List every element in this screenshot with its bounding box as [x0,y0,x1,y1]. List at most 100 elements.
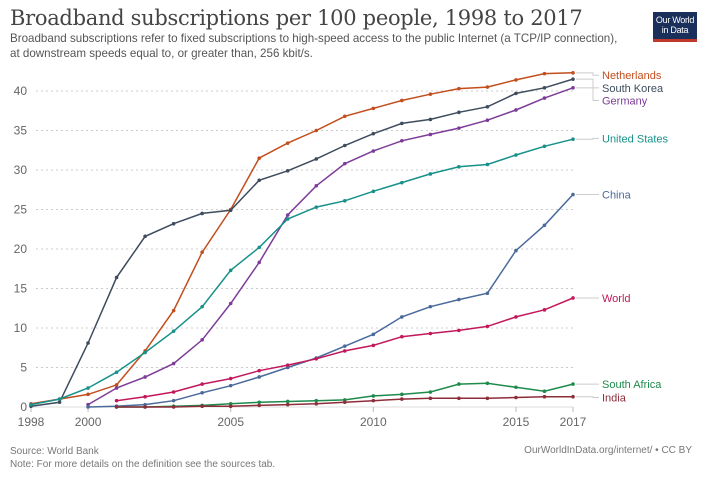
data-point-united-states[interactable] [171,329,176,333]
data-point-south-korea[interactable] [86,341,90,345]
data-point-germany[interactable] [143,375,147,379]
series-line-china[interactable] [88,193,574,408]
data-point-united-states[interactable] [143,350,147,355]
data-point-south-korea[interactable] [314,157,319,161]
data-point-south-africa[interactable] [371,394,376,398]
data-point-united-states[interactable] [57,397,62,401]
data-point-south-africa[interactable] [400,392,404,397]
data-point-south-korea[interactable] [57,400,62,405]
data-point-netherlands[interactable] [86,392,90,397]
data-point-united-states[interactable] [86,386,90,390]
data-point-india[interactable] [200,404,204,409]
data-point-india[interactable] [371,398,376,403]
series-line-netherlands[interactable] [30,72,574,405]
data-point-china[interactable] [542,223,547,228]
data-point-united-states[interactable] [285,217,290,221]
data-point-germany[interactable] [371,149,376,153]
data-point-netherlands[interactable] [171,308,176,313]
data-point-united-states[interactable] [314,205,319,209]
data-point-united-states[interactable] [485,162,490,167]
data-point-china[interactable] [400,315,404,319]
data-point-south-korea[interactable] [228,208,233,213]
data-point-germany[interactable] [257,260,262,265]
data-point-india[interactable] [485,396,490,401]
series-label-world[interactable]: World [602,293,631,305]
data-point-world[interactable] [542,308,547,312]
data-point-china[interactable] [86,405,90,409]
data-point-world[interactable] [200,382,204,386]
data-point-china[interactable] [571,192,575,197]
data-point-south-korea[interactable] [428,117,433,122]
data-point-south-korea[interactable] [371,131,376,136]
data-point-world[interactable] [571,296,575,300]
data-point-china[interactable] [342,344,347,348]
series-label-netherlands[interactable]: Netherlands [602,70,662,82]
data-point-netherlands[interactable] [514,78,518,82]
data-point-germany[interactable] [400,138,404,143]
data-point-netherlands[interactable] [114,383,119,387]
data-point-china[interactable] [200,390,204,395]
data-point-china[interactable] [428,304,433,309]
data-point-south-korea[interactable] [514,91,518,96]
data-point-south-korea[interactable] [143,234,147,239]
data-point-south-africa[interactable] [571,382,575,386]
data-point-netherlands[interactable] [371,106,376,111]
data-point-germany[interactable] [314,184,319,188]
data-point-united-states[interactable] [29,402,33,407]
data-point-netherlands[interactable] [571,71,575,75]
data-point-south-africa[interactable] [542,389,547,394]
data-point-south-korea[interactable] [342,143,347,148]
data-point-world[interactable] [428,331,433,336]
data-point-germany[interactable] [485,118,490,123]
data-point-china[interactable] [457,297,461,302]
series-line-united-states[interactable] [30,138,574,406]
data-point-south-korea[interactable] [571,77,575,81]
data-point-netherlands[interactable] [457,86,461,91]
data-point-germany[interactable] [171,361,176,366]
data-point-south-korea[interactable] [542,86,547,90]
data-point-india[interactable] [228,404,233,409]
data-point-united-states[interactable] [514,153,518,157]
data-point-china[interactable] [257,375,262,379]
series-line-south-korea[interactable] [30,78,574,407]
data-point-south-africa[interactable] [285,399,290,404]
data-point-world[interactable] [400,334,404,339]
data-point-united-states[interactable] [457,165,461,169]
data-point-world[interactable] [514,315,518,319]
data-point-germany[interactable] [514,108,518,112]
data-point-world[interactable] [171,390,176,394]
data-point-netherlands[interactable] [542,71,547,76]
data-point-world[interactable] [342,349,347,353]
series-label-south-korea[interactable]: South Korea [602,83,664,95]
data-point-south-africa[interactable] [514,385,518,390]
data-point-south-korea[interactable] [200,211,204,216]
data-point-india[interactable] [514,395,518,400]
data-point-world[interactable] [485,324,490,329]
data-point-south-africa[interactable] [314,398,319,403]
data-point-south-africa[interactable] [257,400,262,405]
series-label-south-africa[interactable]: South Africa [602,379,662,391]
data-point-germany[interactable] [542,96,547,100]
data-point-world[interactable] [114,398,119,403]
data-point-south-africa[interactable] [457,382,461,386]
data-point-united-states[interactable] [571,137,575,141]
data-point-south-korea[interactable] [257,178,262,183]
data-point-china[interactable] [371,332,376,337]
series-label-united-states[interactable]: United States [602,133,669,145]
data-point-india[interactable] [457,396,461,401]
data-point-india[interactable] [285,402,290,407]
data-point-netherlands[interactable] [257,156,262,160]
data-point-netherlands[interactable] [485,85,490,89]
data-point-united-states[interactable] [342,199,347,203]
data-point-united-states[interactable] [200,304,204,309]
data-point-united-states[interactable] [400,180,404,185]
data-point-china[interactable] [171,398,176,403]
data-point-united-states[interactable] [114,370,119,375]
data-point-united-states[interactable] [428,172,433,176]
data-point-germany[interactable] [285,213,290,217]
data-point-india[interactable] [400,397,404,401]
data-point-netherlands[interactable] [314,128,319,133]
data-point-world[interactable] [371,343,376,348]
data-point-india[interactable] [428,396,433,401]
series-line-germany[interactable] [87,87,574,406]
